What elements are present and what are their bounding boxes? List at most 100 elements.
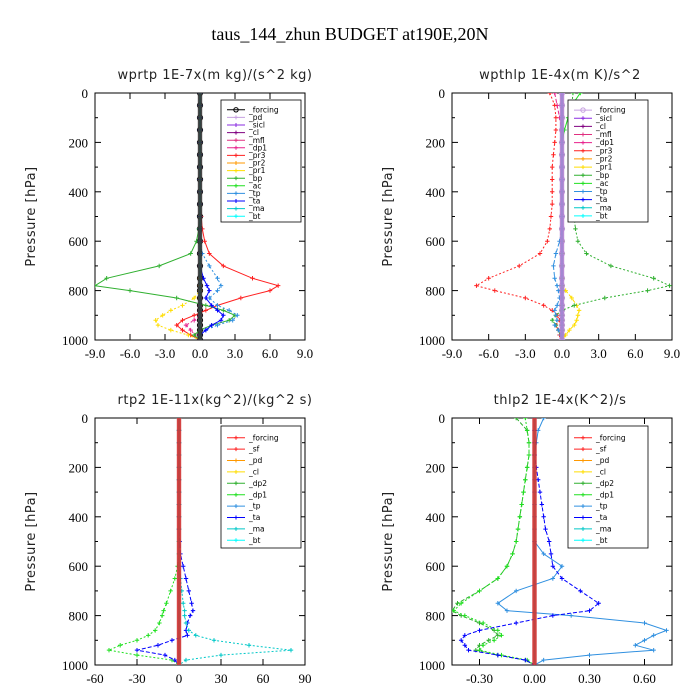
legend-marker	[234, 183, 238, 188]
legend-marker	[234, 206, 238, 211]
legend-marker	[234, 526, 238, 531]
zero-profile-band	[559, 93, 565, 340]
x-tick-label: 30	[215, 671, 228, 686]
data-point	[157, 620, 162, 626]
data-point	[587, 608, 592, 613]
legend-marker	[581, 189, 585, 194]
x-tick-label: -3.0	[515, 346, 536, 361]
data-point	[575, 239, 581, 244]
data-point	[578, 588, 583, 594]
legend-label: _ta	[248, 513, 260, 522]
data-point	[539, 502, 545, 507]
legend-marker	[234, 447, 238, 452]
data-point	[550, 164, 555, 170]
data-point	[462, 643, 468, 648]
legend-box	[567, 425, 649, 549]
panel-title: wpthlp 1E-4x(m K)/s^2	[479, 68, 641, 83]
data-point	[550, 564, 556, 569]
legend-marker	[581, 148, 585, 153]
y-tick-label: 1000	[419, 333, 445, 348]
legend-label: _cl	[248, 468, 259, 477]
legend-label: _sicl	[595, 114, 612, 123]
legend-label: _tp	[248, 189, 261, 198]
data-point	[188, 251, 193, 256]
data-point	[246, 643, 252, 648]
data-point	[547, 226, 552, 232]
legend-marker	[581, 504, 585, 509]
legend-marker	[581, 205, 585, 210]
data-point	[526, 440, 532, 445]
data-point	[186, 628, 191, 633]
legend-marker	[581, 140, 585, 145]
legend-marker	[234, 538, 238, 543]
data-point	[576, 308, 582, 313]
legend-marker	[581, 116, 585, 121]
data-point	[215, 288, 220, 293]
data-point	[160, 313, 165, 318]
data-point	[526, 452, 532, 458]
data-point	[553, 251, 559, 256]
legend-marker	[234, 469, 238, 474]
data-point	[546, 539, 552, 544]
data-point	[554, 318, 560, 323]
data-point	[164, 601, 169, 606]
data-point	[524, 428, 530, 433]
legend-label: _ma	[248, 525, 265, 534]
legend-marker	[581, 469, 585, 474]
legend-marker	[234, 504, 238, 509]
data-point	[578, 93, 583, 96]
data-point	[161, 608, 166, 613]
data-point	[569, 295, 574, 301]
data-point	[486, 276, 491, 281]
data-point	[183, 657, 189, 663]
series-line-pr1	[155, 93, 201, 340]
y-tick-label: 0	[82, 411, 89, 426]
series-group	[95, 93, 281, 340]
data-point	[495, 576, 501, 581]
legend-label: _pr1	[248, 166, 266, 175]
data-point	[642, 638, 647, 643]
legend-box	[567, 99, 649, 223]
data-point	[535, 477, 541, 482]
data-point	[645, 288, 650, 293]
legend-label: _forcing	[595, 106, 626, 115]
data-point	[570, 93, 576, 96]
legend-marker	[581, 526, 585, 531]
legend-label: _cl	[248, 128, 259, 137]
y-axis-label: Pressure [hPa]	[24, 166, 39, 266]
data-point	[519, 502, 524, 507]
data-point	[207, 288, 212, 293]
legend-label: _pd	[248, 113, 263, 122]
data-point	[226, 308, 232, 313]
y-tick-label: 600	[426, 559, 446, 574]
data-point	[168, 588, 173, 594]
data-point	[495, 601, 501, 606]
data-point	[553, 313, 559, 318]
legend-label: _bp	[248, 174, 263, 183]
x-tick-label: 9.0	[297, 346, 313, 361]
data-point	[104, 276, 109, 281]
legend-marker	[233, 107, 239, 113]
legend-label: _pr3	[248, 151, 266, 160]
data-point	[541, 657, 546, 663]
data-point	[155, 643, 161, 648]
y-tick-label: 600	[69, 234, 89, 249]
data-point	[523, 418, 528, 421]
y-tick-label: 400	[69, 185, 89, 200]
data-point	[633, 643, 638, 648]
legend-marker	[234, 492, 238, 497]
data-point	[550, 177, 555, 182]
data-point	[191, 313, 197, 318]
data-point	[168, 327, 174, 333]
data-point	[203, 303, 209, 308]
y-tick-label: 200	[426, 460, 446, 475]
legend-marker	[580, 107, 586, 113]
legend-marker	[581, 447, 585, 452]
y-axis-label: Pressure [hPa]	[24, 491, 39, 591]
legend-label: _ma	[595, 525, 612, 534]
y-tick-label: 400	[426, 510, 446, 525]
data-point	[462, 633, 468, 638]
zero-profile-band	[532, 418, 537, 665]
data-point	[563, 288, 568, 293]
x-tick-label: -30	[128, 671, 145, 686]
